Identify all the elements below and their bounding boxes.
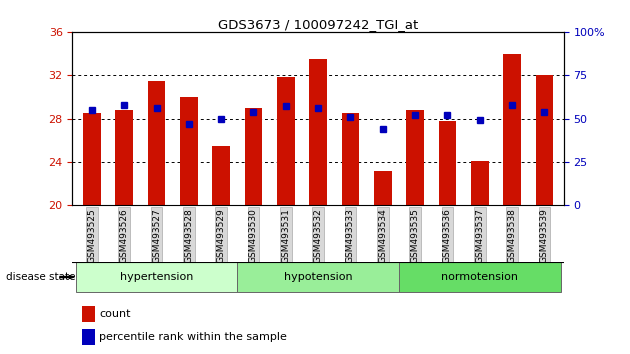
Bar xyxy=(309,59,327,205)
Bar xyxy=(471,161,489,205)
Bar xyxy=(115,110,133,205)
Text: normotension: normotension xyxy=(441,272,518,282)
Bar xyxy=(406,110,424,205)
Bar xyxy=(147,81,166,205)
Text: disease state: disease state xyxy=(6,272,76,282)
Bar xyxy=(399,262,561,292)
Bar xyxy=(212,146,230,205)
Bar xyxy=(536,75,553,205)
Title: GDS3673 / 100097242_TGI_at: GDS3673 / 100097242_TGI_at xyxy=(218,18,418,31)
Text: count: count xyxy=(100,309,131,319)
Bar xyxy=(238,262,399,292)
Bar xyxy=(83,306,94,321)
Bar xyxy=(277,78,295,205)
Bar xyxy=(76,262,238,292)
Bar xyxy=(374,171,392,205)
Bar xyxy=(180,97,198,205)
Text: percentile rank within the sample: percentile rank within the sample xyxy=(100,332,287,342)
Bar xyxy=(341,113,359,205)
Bar xyxy=(83,329,94,345)
Text: hypertension: hypertension xyxy=(120,272,193,282)
Bar xyxy=(503,53,521,205)
Bar xyxy=(438,121,456,205)
Bar xyxy=(83,113,101,205)
Text: hypotension: hypotension xyxy=(284,272,352,282)
Bar xyxy=(244,108,262,205)
